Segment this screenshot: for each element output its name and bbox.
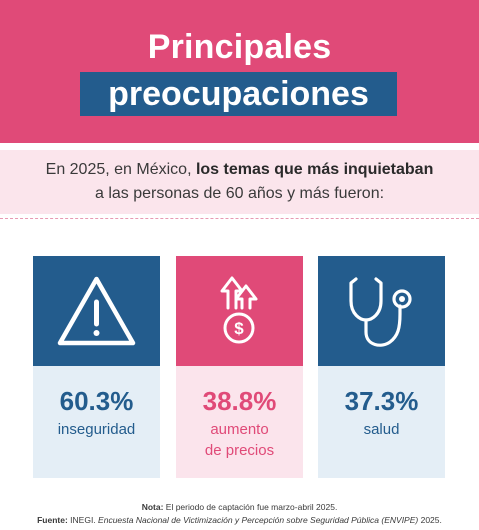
card-value-area	[318, 366, 445, 478]
intro-text-bold: los temas que más inquietaban	[195, 161, 434, 178]
card-icon-area	[318, 256, 445, 366]
card-salud: 37.3% salud	[318, 256, 445, 478]
title-highlight-box: preocupaciones	[80, 72, 397, 116]
warning-triangle-icon	[57, 276, 136, 346]
header-banner: Principales preocupaciones	[0, 0, 479, 143]
intro-text: En 2025, en México, los temas que más in…	[20, 158, 459, 206]
card-percentage: 60.3%	[59, 386, 134, 416]
intro-text-start: En 2025, en México,	[45, 161, 196, 178]
note-text: El periodo de captación fue marzo-abril …	[163, 502, 338, 512]
stethoscope-icon	[349, 277, 412, 347]
svg-text:$: $	[234, 319, 244, 338]
note-label: Nota:	[141, 502, 164, 512]
card-icon-area	[33, 256, 160, 366]
card-label: salud	[363, 421, 400, 438]
card-label-line-1: aumento	[210, 421, 269, 438]
card-percentage: 37.3%	[344, 386, 419, 416]
title-line-2: preocupaciones	[108, 75, 369, 113]
card-value-area	[33, 366, 160, 478]
title-line-1: Principales	[147, 28, 332, 66]
intro-band	[0, 150, 479, 214]
card-icon-area: $	[176, 256, 303, 366]
source-year: 2025.	[418, 515, 442, 525]
source-label: Fuente:	[37, 515, 68, 525]
card-inseguridad: 60.3% inseguridad	[33, 256, 160, 478]
source-citation: Fuente: INEGI. Encuesta Nacional de Vict…	[0, 515, 479, 525]
dashed-divider	[0, 218, 479, 219]
card-label-line-2: de precios	[204, 442, 275, 459]
card-percentage: 38.8%	[202, 386, 277, 416]
source-title: Encuesta Nacional de Victimización y Per…	[98, 515, 419, 525]
card-aumento-de-precios: $ 38.8% aumento de precios	[176, 256, 303, 478]
rising-prices-icon: $	[220, 276, 258, 344]
intro-text-end: a las personas de 60 años y más fueron:	[94, 185, 385, 202]
card-label: inseguridad	[57, 421, 136, 438]
card-label: aumento de precios	[176, 419, 303, 461]
card-value-area	[176, 366, 303, 478]
footnote: Nota: El periodo de captación fue marzo-…	[0, 502, 479, 512]
source-org: INEGI.	[67, 515, 99, 525]
